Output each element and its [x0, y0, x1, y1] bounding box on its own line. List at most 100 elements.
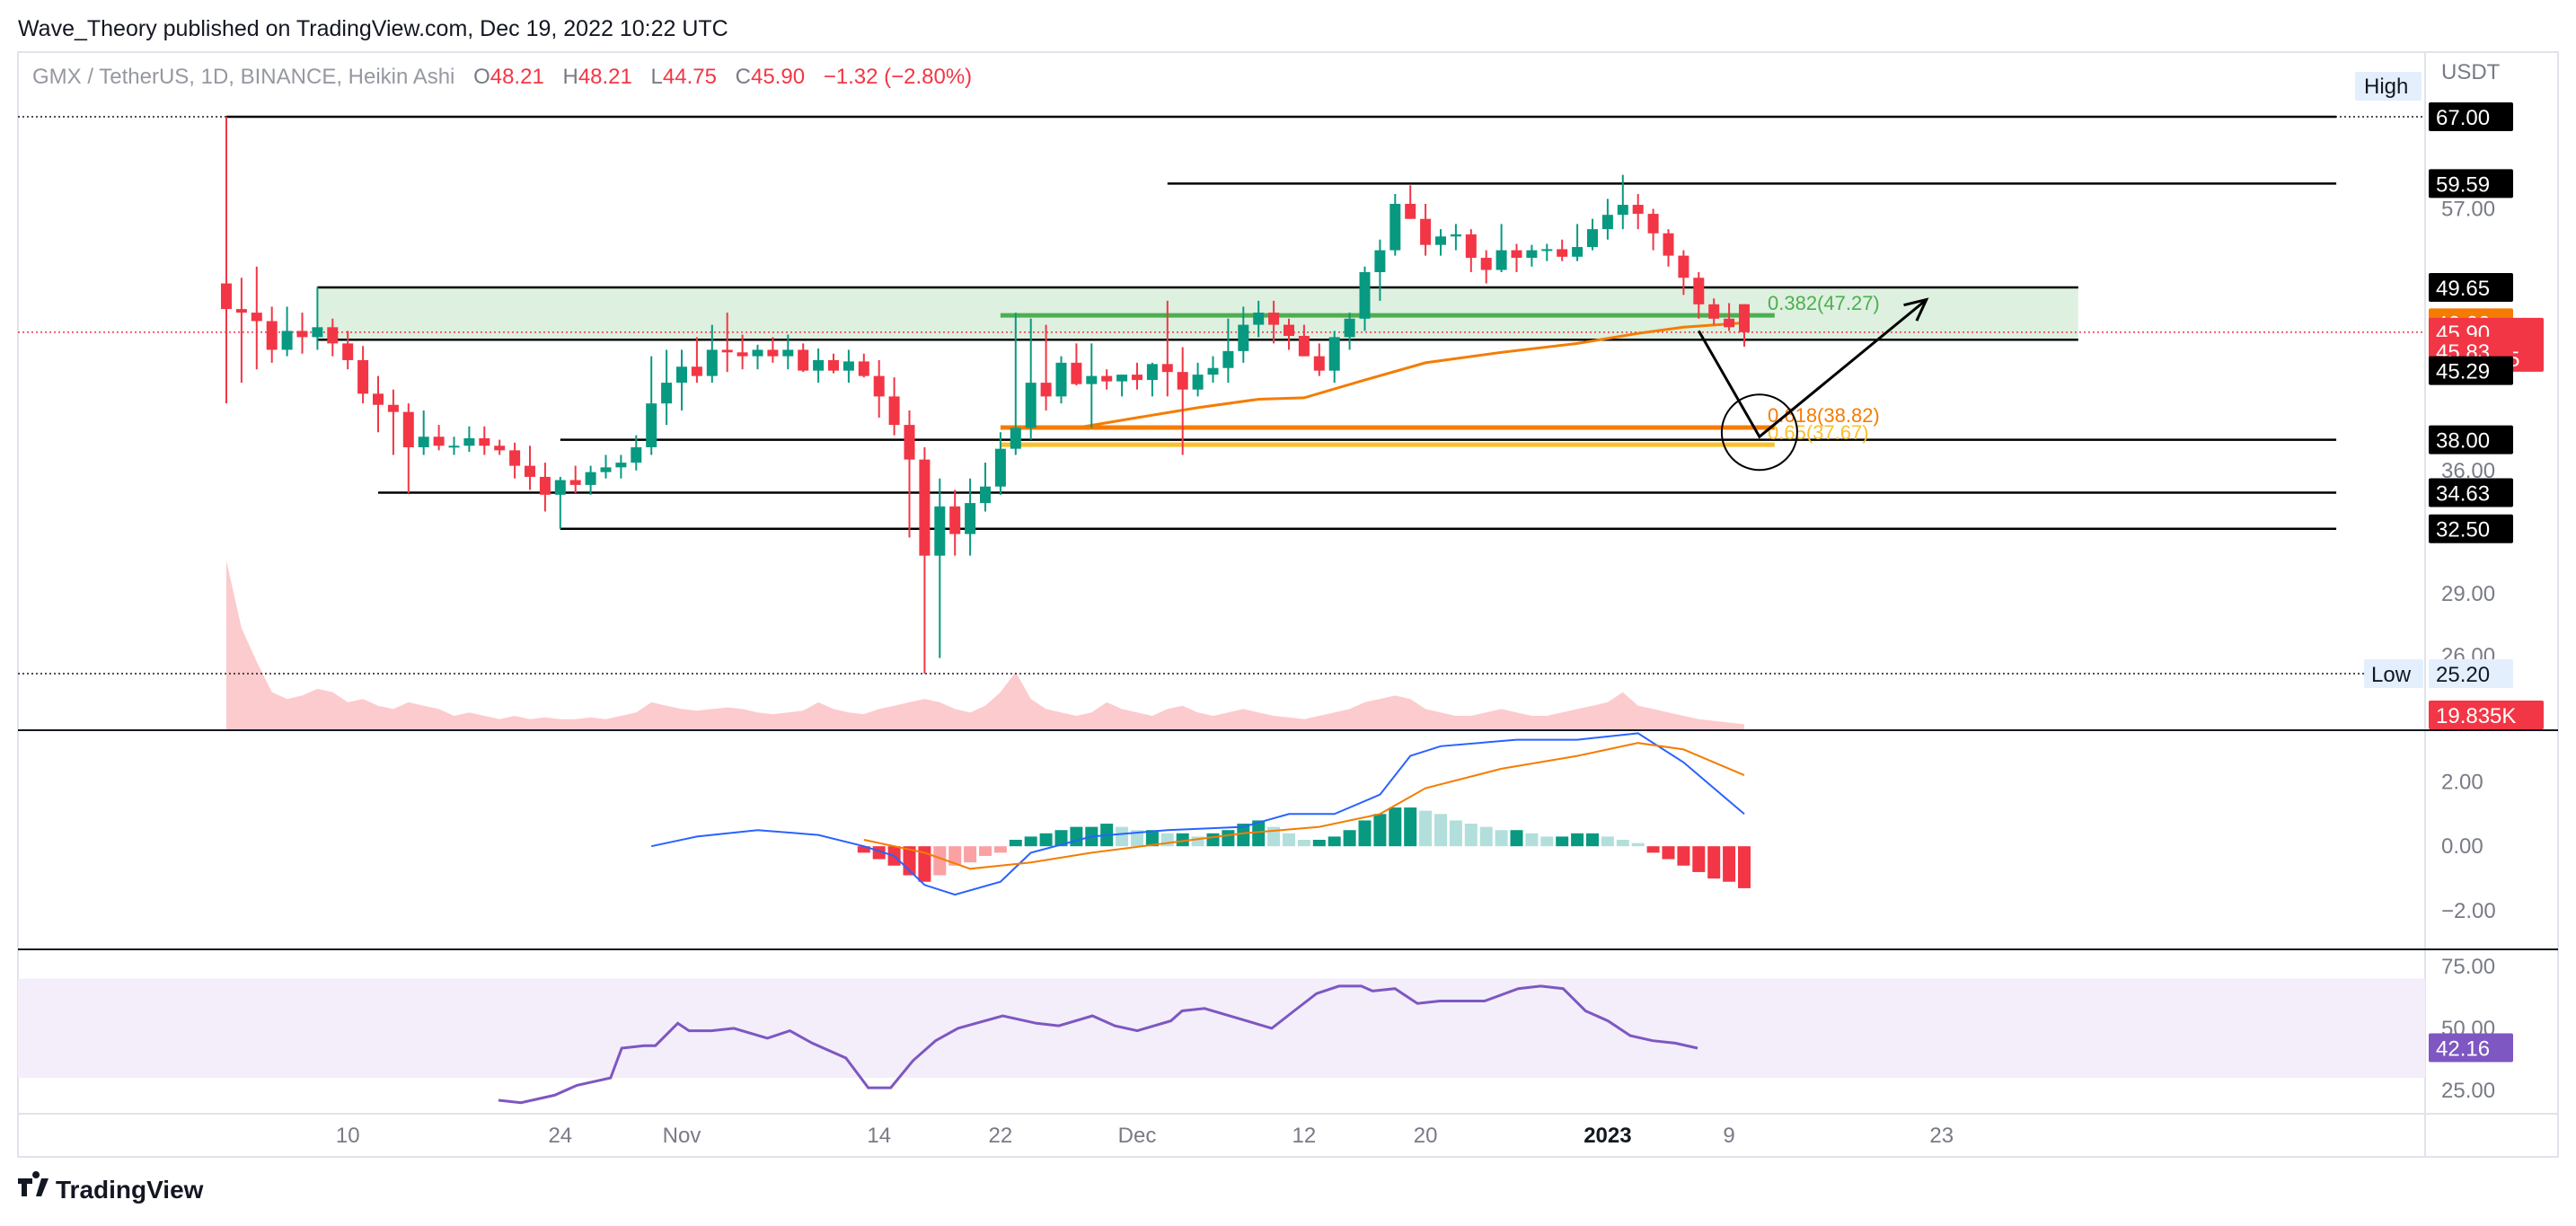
tradingview-logo[interactable]: TradingView [18, 1171, 204, 1204]
price-label-text: 32.50 [2436, 518, 2490, 542]
low-tag-box [2364, 659, 2423, 688]
candle-body [752, 349, 763, 357]
price-label-box [2429, 514, 2513, 543]
macd-histogram-bar [1404, 807, 1417, 847]
candle [676, 349, 687, 411]
candle-body [1511, 250, 1522, 259]
candle [448, 437, 460, 455]
candle-body [1572, 247, 1584, 257]
price-label-38.00: 38.00 [2429, 425, 2513, 454]
time-tick-4: 22 [989, 1124, 1013, 1148]
macd-histogram-bar [1556, 836, 1569, 847]
candle-body [1222, 350, 1234, 368]
candle-body [463, 437, 475, 446]
candle [1526, 244, 1538, 267]
rsi-label-box [2429, 1033, 2513, 1063]
macd-tick-0: 2.00 [2441, 770, 2483, 794]
candle [782, 334, 794, 370]
rsi-label-text: 42.16 [2436, 1037, 2490, 1062]
candle [934, 478, 946, 658]
price-label-box [2429, 273, 2513, 303]
candle [767, 337, 779, 363]
candle-body [342, 343, 354, 360]
candle [1724, 303, 1735, 331]
candle-body [585, 472, 596, 485]
macd-histogram-bar [1116, 826, 1129, 847]
fib-label-0: 0.382(47.27) [1768, 292, 1880, 314]
price-label-67.00: 67.00 [2429, 102, 2513, 131]
candle [1040, 324, 1052, 411]
candle-body [798, 349, 809, 371]
candle [479, 426, 490, 455]
volume-area [226, 560, 1744, 729]
macd-histogram-bar [1039, 833, 1053, 847]
candle [1405, 185, 1416, 219]
candle [980, 463, 991, 512]
macd-histogram-bar [1252, 820, 1266, 847]
candle [1071, 343, 1082, 386]
price-label-text: 25.20 [2436, 663, 2490, 687]
price-label-box [2429, 102, 2513, 131]
candle-body [767, 349, 779, 357]
candle [402, 403, 414, 494]
candle [1132, 362, 1142, 390]
candle [1268, 300, 1280, 344]
candle-body [1647, 214, 1659, 234]
candle-body [1010, 428, 1021, 449]
time-tick-2: Nov [663, 1124, 701, 1148]
candle [752, 344, 763, 370]
macd-histogram-bar [1312, 840, 1326, 847]
time-tick-3: 14 [867, 1124, 891, 1148]
macd-histogram-bar [1131, 830, 1143, 847]
candle-body [994, 448, 1006, 487]
candle-body [1344, 318, 1355, 338]
macd-layer [650, 732, 1751, 896]
price-label-text: 38.00 [2436, 429, 2490, 454]
time-tick-5: Dec [1118, 1124, 1157, 1148]
candle [1010, 313, 1021, 455]
price-label-49.65: 49.65 [2429, 273, 2513, 303]
candle-body [919, 459, 931, 556]
price-label-59.59: 59.59 [2429, 169, 2513, 198]
price-label-box [2429, 659, 2513, 688]
rsi-tick-2: 25.00 [2441, 1079, 2495, 1103]
candle [888, 377, 900, 436]
candle [994, 432, 1006, 495]
candle [1511, 243, 1522, 273]
macd-histogram-bar [1024, 836, 1037, 847]
macd-histogram-bar [1328, 836, 1341, 847]
candle-body [1557, 249, 1568, 257]
tradingview-logo-icon [18, 1171, 49, 1196]
candle-body [842, 361, 854, 371]
projection-layer [1697, 297, 1929, 472]
candle [949, 490, 961, 556]
macd-histogram-bar [948, 846, 962, 866]
candle [661, 349, 673, 426]
candle [373, 375, 384, 433]
macd-histogram-bar [1738, 846, 1751, 888]
time-tick-7: 20 [1414, 1124, 1438, 1148]
candle-body [721, 349, 733, 353]
macd-histogram-bar [1070, 826, 1083, 847]
macd-histogram-bar [1283, 833, 1295, 847]
candle [600, 454, 612, 479]
candle [1435, 229, 1446, 256]
candle [1192, 362, 1204, 397]
candles-layer [221, 117, 1750, 674]
candle [569, 465, 581, 494]
candle [539, 463, 551, 512]
open-value: 48.21 [490, 65, 544, 89]
candle-body [1177, 372, 1188, 390]
price-label-text: 59.59 [2436, 172, 2490, 197]
macd-histogram-bar [964, 846, 977, 863]
symbol-title[interactable]: GMX / TetherUS, 1D, BINANCE, Heikin Ashi… [32, 65, 972, 89]
candle-body [1146, 364, 1158, 381]
price-label-32.50: 32.50 [2429, 514, 2513, 543]
candle-body [1192, 375, 1204, 390]
candle [631, 435, 642, 471]
candle-body [448, 445, 460, 448]
candle-body [1465, 234, 1477, 259]
candle-body [934, 506, 946, 556]
candle-body [494, 445, 506, 451]
